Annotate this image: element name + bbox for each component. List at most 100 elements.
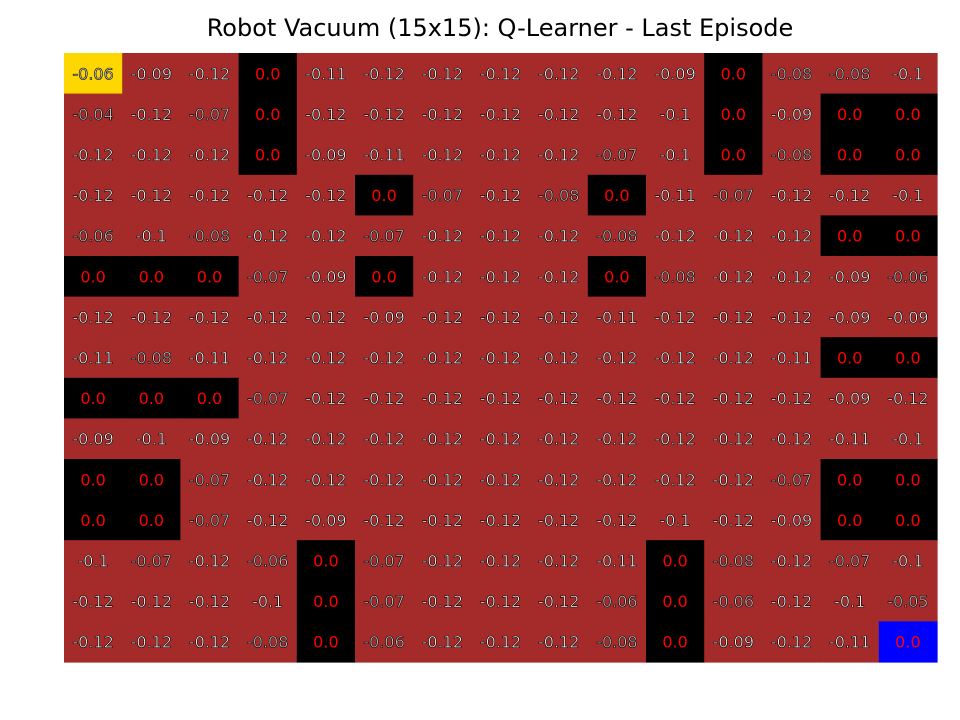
- cell-value-label: -0.12: [363, 470, 404, 489]
- grid-cell: [296, 93, 356, 135]
- cell-value-label: -0.1: [77, 552, 108, 571]
- cell-value-label: -0.06: [72, 227, 113, 246]
- grid-cell: [122, 256, 181, 298]
- cell-value-label: -0.12: [72, 186, 113, 205]
- grid-cell: [355, 540, 414, 582]
- cell-value-label: -0.1: [892, 430, 923, 449]
- cell-value-label: 0.0: [139, 267, 164, 286]
- cell-value-label: -0.11: [363, 146, 404, 165]
- cell-value-label: -0.08: [829, 64, 870, 83]
- grid-cell: [64, 459, 123, 501]
- grid-cell: [64, 540, 123, 582]
- grid-cell: [355, 621, 414, 663]
- grid-cell: [413, 621, 472, 663]
- cell-value-label: -0.12: [480, 349, 521, 368]
- cell-value-label: -0.12: [538, 105, 579, 124]
- grid-cell: [296, 621, 356, 663]
- cell-value-label: -0.12: [771, 592, 812, 611]
- grid-cell: [180, 93, 240, 135]
- cell-value-label: -0.12: [131, 308, 172, 327]
- cell-value-label: -0.12: [72, 633, 113, 652]
- grid-cell: [704, 296, 763, 338]
- cell-value-label: -0.11: [305, 64, 346, 83]
- cell-value-label: -0.07: [363, 227, 404, 246]
- cell-value-label: -0.1: [834, 592, 865, 611]
- cell-value-label: 0.0: [895, 511, 920, 530]
- cell-value-label: -0.12: [713, 389, 754, 408]
- cell-value-label: -0.11: [596, 308, 637, 327]
- grid-cell: [180, 499, 240, 541]
- grid-cell: [471, 418, 531, 460]
- grid-cell: [355, 134, 414, 176]
- cell-value-label: -0.12: [305, 470, 346, 489]
- grid-cell: [646, 377, 705, 419]
- cell-value-label: -0.12: [189, 633, 230, 652]
- cell-value-label: -0.12: [771, 389, 812, 408]
- grid-cell: [820, 621, 880, 663]
- cell-value-label: -0.12: [305, 430, 346, 449]
- grid-cell: [180, 377, 240, 419]
- grid-cell: [704, 93, 763, 135]
- cell-value-label: 0.0: [837, 227, 862, 246]
- cell-value-label: -0.12: [422, 227, 463, 246]
- grid-cell: [529, 459, 589, 501]
- grid-cell: [587, 337, 647, 379]
- grid-cell: [820, 418, 880, 460]
- cell-value-label: -0.12: [538, 430, 579, 449]
- grid-cell: [355, 459, 414, 501]
- cell-value-label: -0.12: [305, 186, 346, 205]
- cell-value-label: -0.07: [189, 511, 230, 530]
- grid-cell: [355, 93, 414, 135]
- grid-cell: [704, 337, 763, 379]
- cell-value-label: -0.12: [480, 105, 521, 124]
- cell-value-label: -0.12: [422, 511, 463, 530]
- grid-cell: [64, 377, 123, 419]
- grid-cell: [820, 174, 880, 216]
- grid-cell: [296, 296, 356, 338]
- grid-cell: [762, 215, 822, 257]
- grid-cell: [296, 418, 356, 460]
- cell-value-label: 0.0: [255, 146, 280, 165]
- cell-value-label: -0.12: [829, 186, 870, 205]
- grid-cell: [704, 134, 763, 176]
- cell-value-label: -0.11: [596, 552, 637, 571]
- cell-value-label: -0.06: [247, 552, 288, 571]
- grid-cell: [413, 296, 472, 338]
- cell-value-label: -0.12: [771, 227, 812, 246]
- cell-value-label: -0.09: [305, 146, 346, 165]
- grid-cell: [878, 499, 938, 541]
- cell-value-label: -0.12: [189, 308, 230, 327]
- grid-cell: [587, 93, 647, 135]
- cell-value-label: -0.07: [771, 470, 812, 489]
- cell-value-label: -0.12: [713, 308, 754, 327]
- cell-value-label: -0.07: [247, 389, 288, 408]
- cell-value-label: -0.12: [131, 105, 172, 124]
- grid-cell: [238, 540, 298, 582]
- grid-cell: [878, 377, 938, 419]
- grid-cell: [355, 174, 414, 216]
- grid-cell: [587, 134, 647, 176]
- grid-cell: [122, 93, 181, 135]
- cell-value-label: 0.0: [197, 389, 222, 408]
- grid-cell: [122, 174, 181, 216]
- cell-value-label: 0.0: [80, 511, 105, 530]
- cell-value-label: 0.0: [895, 105, 920, 124]
- grid-cell: [296, 377, 356, 419]
- grid-cell: [64, 418, 123, 460]
- grid-cell: [762, 459, 822, 501]
- cell-value-label: -0.07: [829, 552, 870, 571]
- grid-cell: [646, 93, 705, 135]
- cell-value-label: -0.12: [713, 470, 754, 489]
- cell-value-label: -0.08: [189, 227, 230, 246]
- grid-cell: [355, 377, 414, 419]
- cell-value-label: 0.0: [837, 105, 862, 124]
- grid-cell: [878, 418, 938, 460]
- grid-cell: [878, 215, 938, 257]
- grid-cell: [878, 337, 938, 379]
- cell-value-label: -0.12: [247, 430, 288, 449]
- cell-value-label: -0.12: [363, 105, 404, 124]
- cell-value-label: -0.12: [596, 349, 637, 368]
- grid-cell: [878, 134, 938, 176]
- cell-value-label: -0.09: [771, 105, 812, 124]
- grid-cell: [296, 499, 356, 541]
